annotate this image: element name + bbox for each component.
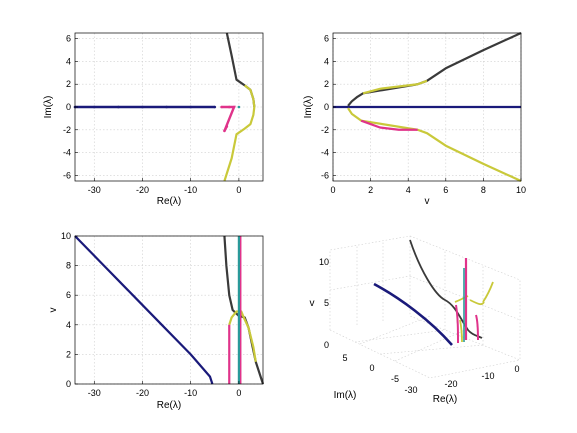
z-axis-label: v [310,298,315,309]
data-point [117,105,120,109]
data-series [73,32,256,182]
x-tick-label: -20 [136,185,149,195]
panel-bottom-right-3d: 0 5 10 -5 0 5 -30 -20 -10 0 v Im(λ) Re(λ) [310,235,521,405]
y-tick-label: -2 [63,125,71,135]
back-wall-left [329,235,411,330]
y-tick-label: 6 [324,34,329,44]
y-tick-label: 2 [324,79,329,89]
series-yellow-2 [469,299,485,306]
x-tick-label: -30 [404,385,417,395]
x-tick-label: -10 [481,371,494,381]
x-tick-label: -30 [88,185,101,195]
data-point [220,105,223,109]
grid-line [379,344,484,355]
series-3-line [223,84,256,182]
series-4-line [360,119,418,131]
x-tick-label: -10 [184,388,197,398]
y-tick-label: -5 [391,374,399,384]
y-tick-label: 8 [66,261,71,271]
y-tick-label: 0 [66,379,71,389]
y-tick-label: 4 [66,320,71,330]
y-tick-label: 0 [324,102,329,112]
data-point [165,105,168,109]
y-tick-label: 0 [66,102,71,112]
panel-bottom-left: -30 -20 -10 0 0 2 4 6 8 10 Re(λ) v [48,231,265,411]
series-3-line [347,107,522,183]
3d-box [329,235,521,379]
x-axis-label: Re(λ) [157,400,181,411]
x-tick-label: 0 [330,185,335,195]
x-tick-label: 0 [514,364,519,374]
series-2-line [228,310,257,362]
series-2-line [362,79,428,95]
x-tick-label: 0 [236,185,241,195]
y-tick-label: 5 [342,353,347,363]
x-tick-label: -10 [184,185,197,195]
3d-data-series [373,239,494,346]
y-tick-label: 6 [66,290,71,300]
y-tick-label: 4 [66,56,71,66]
grid-line [409,275,521,321]
y-axis-label: Im(λ) [303,96,314,119]
series-0-line [74,235,214,385]
x-tick-label: -20 [444,379,457,389]
data-point [223,129,226,133]
z-tick-label: 0 [324,340,329,350]
x-tick-label: -20 [136,388,149,398]
series-yellow [454,281,494,343]
y-tick-label: -4 [63,148,71,158]
grid-line [359,315,431,345]
axes-frame [74,235,264,385]
y-axis-label: v [48,308,59,313]
series-1-line [223,235,265,385]
grid-line [394,329,466,362]
x-tick-label: 8 [481,185,486,195]
x-tick-label: 4 [406,185,411,195]
series-dark-gray [409,239,483,339]
data-series [333,31,522,183]
x-axis-label: Re(λ) [433,394,457,405]
y-tick-label: 4 [324,56,329,66]
data-point [213,105,217,109]
data-point [225,125,229,128]
data-point [92,105,96,109]
y-tick-label: 0 [369,363,374,373]
y-tick-label: 6 [66,34,71,44]
series-navy [373,282,453,346]
series-magenta-2 [455,304,479,344]
data-point [141,105,144,109]
grid-line [329,275,411,291]
y-tick-label: -2 [321,125,329,135]
z-tick-label: 5 [324,298,329,308]
y-tick-label: -6 [321,170,329,180]
z-tick-label: 10 [319,257,329,267]
x-axis-label: v [425,196,430,207]
data-point [232,105,236,109]
floor-edge [329,329,521,379]
y-tick-label: 10 [61,231,71,241]
y-axis-label: Im(λ) [43,96,54,119]
data-point [227,105,231,109]
grid-line [354,329,446,343]
y-axis-label: Im(λ) [334,390,357,401]
plot-area [75,236,263,384]
y-tick-label: -4 [321,148,329,158]
data-point [189,105,192,109]
x-axis-label: Re(λ) [157,196,181,207]
x-tick-label: 10 [516,185,526,195]
x-tick-label: 2 [368,185,373,195]
y-tick-label: 2 [66,349,71,359]
x-tick-label: 6 [443,185,448,195]
panel-top-right: 0 2 4 6 8 10 -6 -4 -2 0 2 4 6 v Im(λ) [303,31,526,207]
back-wall-right [409,235,521,361]
x-tick-label: 0 [236,388,241,398]
y-tick-label: -6 [63,170,71,180]
y-tick-label: 2 [66,79,71,89]
data-point [237,105,241,109]
x-tick-label: -30 [88,388,101,398]
data-series [74,235,265,385]
